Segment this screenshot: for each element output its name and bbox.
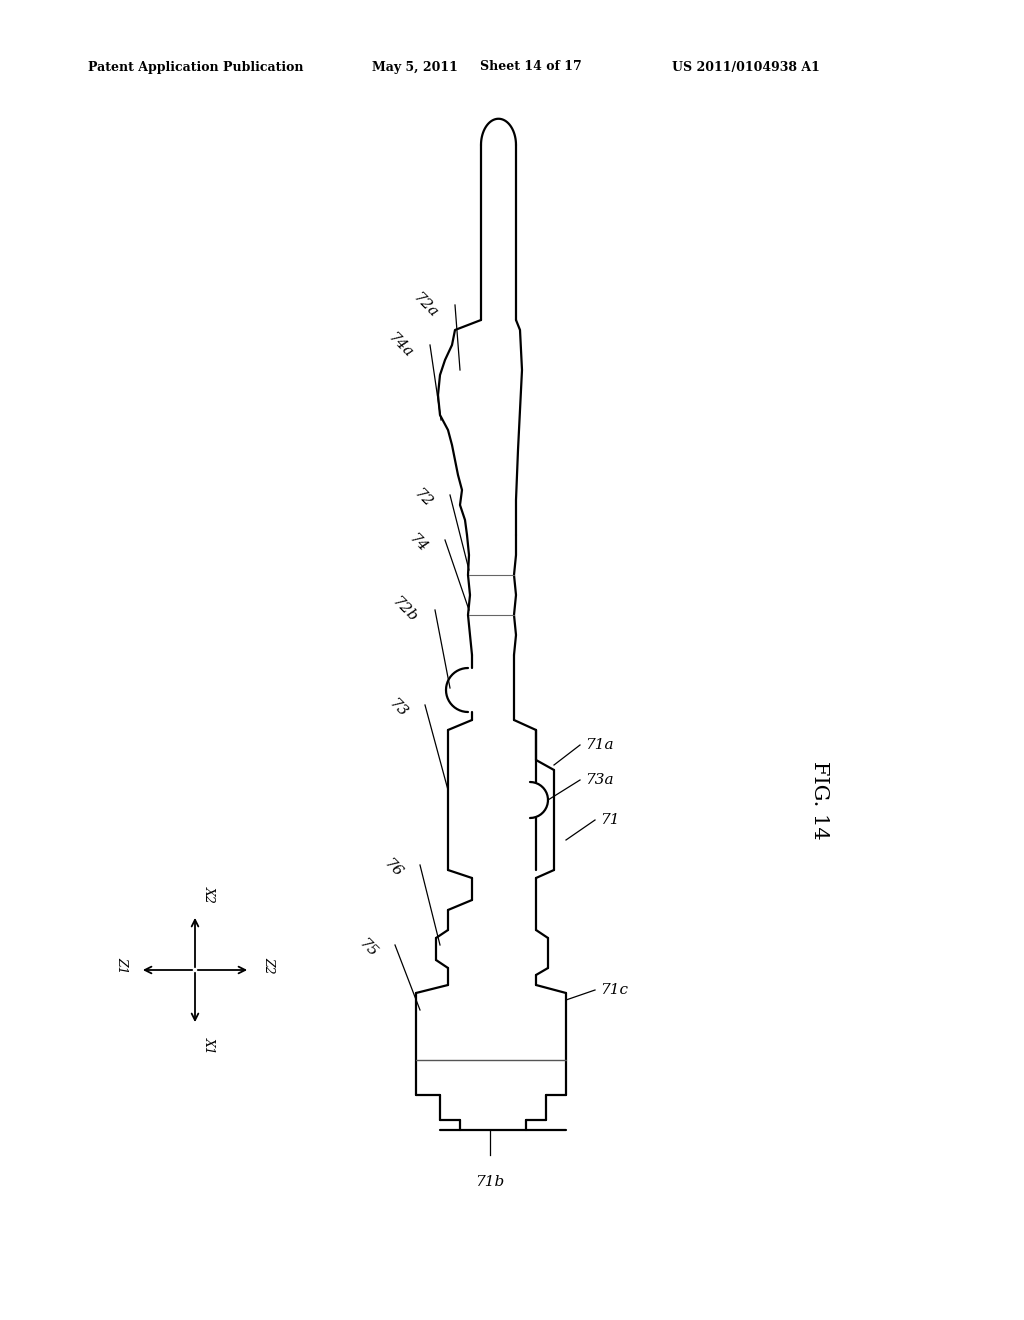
Text: 71b: 71b — [475, 1175, 505, 1189]
Text: 74a: 74a — [385, 330, 415, 360]
Text: Z2: Z2 — [262, 957, 275, 973]
Text: 71a: 71a — [585, 738, 613, 752]
Text: 72: 72 — [412, 486, 435, 510]
Text: 71c: 71c — [600, 983, 628, 997]
Text: Patent Application Publication: Patent Application Publication — [88, 61, 303, 74]
Text: Z1: Z1 — [115, 957, 128, 973]
Text: 72b: 72b — [389, 594, 420, 624]
Text: US 2011/0104938 A1: US 2011/0104938 A1 — [672, 61, 820, 74]
Text: May 5, 2011: May 5, 2011 — [372, 61, 458, 74]
Text: 75: 75 — [356, 936, 380, 960]
Text: 73a: 73a — [585, 774, 613, 787]
Text: X1: X1 — [203, 1038, 216, 1053]
Text: 76: 76 — [381, 857, 406, 880]
Text: Sheet 14 of 17: Sheet 14 of 17 — [480, 61, 582, 74]
Text: 74: 74 — [407, 532, 430, 554]
Text: X2: X2 — [203, 886, 216, 903]
Text: FIG. 14: FIG. 14 — [811, 760, 829, 840]
Text: 73: 73 — [386, 697, 410, 719]
Text: 71: 71 — [600, 813, 620, 828]
Text: 72a: 72a — [410, 290, 440, 319]
